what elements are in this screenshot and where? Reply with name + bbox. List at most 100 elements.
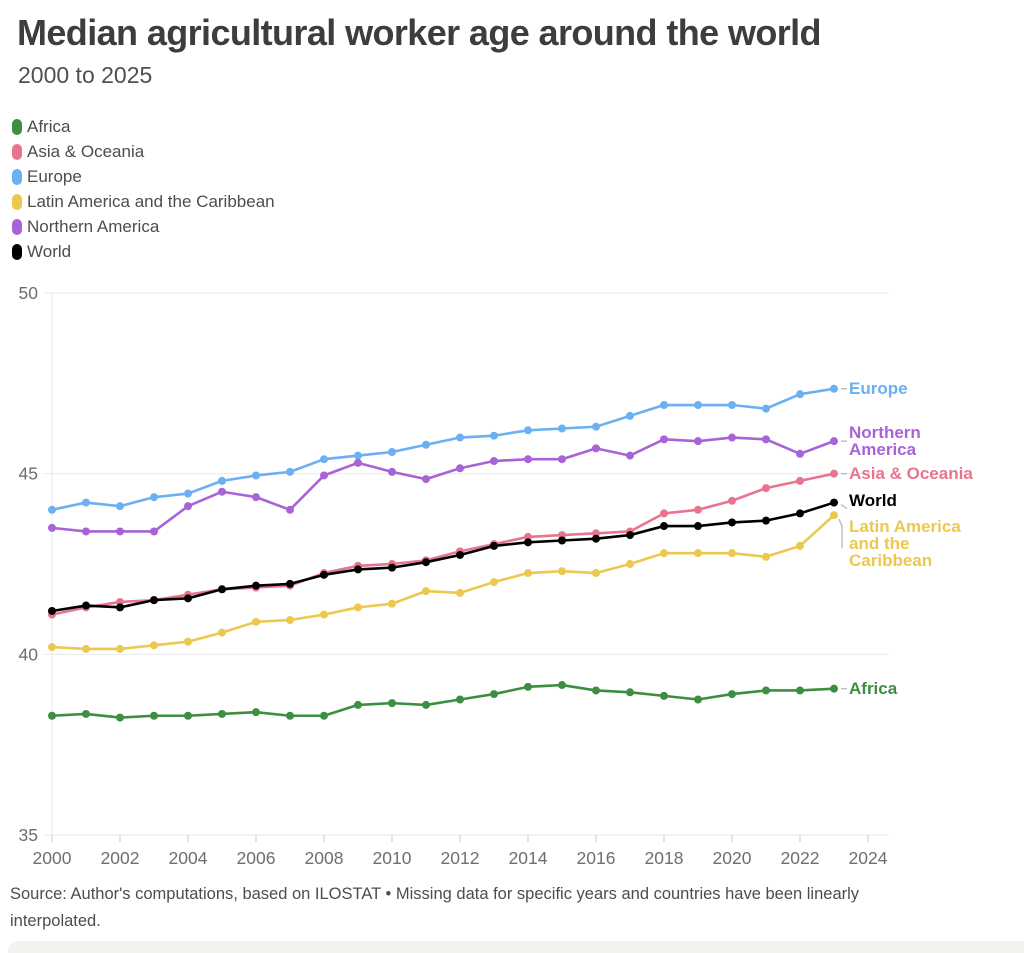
data-point-africa [660,691,668,700]
data-point-world [796,509,804,518]
legend-item-asia-oceania: Asia & Oceania [12,139,275,164]
data-point-africa [830,684,838,693]
data-point-northern-america [116,527,124,536]
data-point-world [286,579,294,588]
data-point-world [660,522,668,531]
data-point-world [422,558,430,567]
data-point-northern-america [558,455,566,464]
data-point-world [830,498,838,507]
data-point-latin-america-and-the-caribbean [320,610,328,619]
data-point-world [354,565,362,574]
data-point-europe [252,471,260,480]
data-point-latin-america-and-the-caribbean [660,549,668,558]
data-point-world [762,516,770,525]
series-label-world: World [849,490,897,510]
legend-swatch-world [12,243,22,260]
data-point-latin-america-and-the-caribbean [694,549,702,558]
data-point-northern-america [762,435,770,444]
x-axis-tick-label: 2002 [101,848,140,868]
data-point-latin-america-and-the-caribbean [524,569,532,578]
legend-swatch-asia-oceania [12,143,22,160]
legend-label-asia-oceania: Asia & Oceania [27,141,145,161]
data-point-world [456,550,464,559]
data-point-africa [48,711,56,720]
data-point-northern-america [286,505,294,514]
data-point-world [490,541,498,550]
data-point-northern-america [48,523,56,532]
label-connector-world [840,503,848,510]
legend-swatch-africa [12,118,22,135]
data-point-europe [48,505,56,514]
data-point-latin-america-and-the-caribbean [150,641,158,650]
data-point-asia-oceania [762,484,770,493]
data-point-world [150,596,158,605]
data-point-northern-america [592,444,600,453]
legend-label-northern-america: Northern America [27,216,160,236]
data-point-africa [422,700,430,709]
x-axis-tick-label: 2004 [169,848,208,868]
data-point-europe [218,476,226,485]
data-point-europe [490,431,498,440]
data-point-europe [116,502,124,511]
data-point-africa [490,690,498,699]
y-axis-tick-label: 50 [19,283,39,303]
data-point-latin-america-and-the-caribbean [218,628,226,637]
data-point-northern-america [252,493,260,502]
series-label-europe: Europe [849,378,908,398]
data-point-europe [524,426,532,435]
data-point-world [388,563,396,572]
data-point-africa [456,695,464,704]
data-point-northern-america [82,527,90,536]
page-subtitle: 2000 to 2025 [18,62,153,88]
data-point-africa [524,682,532,691]
data-point-europe [388,447,396,456]
legend-swatch-europe [12,168,22,185]
data-point-europe [830,384,838,393]
label-connector-latin-america-and-the-caribbean [838,518,843,549]
x-axis-tick-label: 2010 [373,848,412,868]
data-point-europe [286,467,294,476]
data-point-world [558,536,566,545]
x-axis-tick-label: 2022 [781,848,820,868]
data-point-africa [82,709,90,718]
data-point-europe [728,401,736,410]
data-point-africa [762,686,770,695]
data-point-latin-america-and-the-caribbean [252,617,260,626]
data-point-northern-america [184,502,192,511]
legend-swatch-northern-america [12,218,22,235]
x-axis-tick-label: 2018 [645,848,684,868]
data-point-latin-america-and-the-caribbean [286,616,294,625]
series-line-world [50,501,836,613]
data-point-northern-america [694,437,702,446]
data-point-europe [626,411,634,420]
data-point-northern-america [320,471,328,480]
data-point-world [592,534,600,543]
legend-item-world: World [12,239,275,264]
legend-item-europe: Europe [12,164,275,189]
data-point-asia-oceania [830,469,838,478]
legend-label-latin-america: Latin America and the Caribbean [27,191,275,211]
data-point-northern-america [490,457,498,466]
legend-swatch-latin-america [12,193,22,210]
data-point-latin-america-and-the-caribbean [728,549,736,558]
data-point-world [252,581,260,590]
series-label-asia-oceania: Asia & Oceania [849,463,973,483]
data-point-africa [728,690,736,699]
data-point-europe [762,404,770,413]
data-point-latin-america-and-the-caribbean [830,511,838,520]
legend-label-world: World [27,241,72,261]
data-point-africa [796,686,804,695]
data-point-latin-america-and-the-caribbean [82,644,90,653]
data-point-northern-america [388,467,396,476]
data-point-europe [320,455,328,464]
data-point-latin-america-and-the-caribbean [456,588,464,597]
data-point-northern-america [728,433,736,442]
data-point-world [218,585,226,594]
data-point-africa [116,713,124,722]
data-point-northern-america [422,475,430,484]
data-point-europe [558,424,566,433]
data-point-africa [150,711,158,720]
data-point-northern-america [218,487,226,496]
